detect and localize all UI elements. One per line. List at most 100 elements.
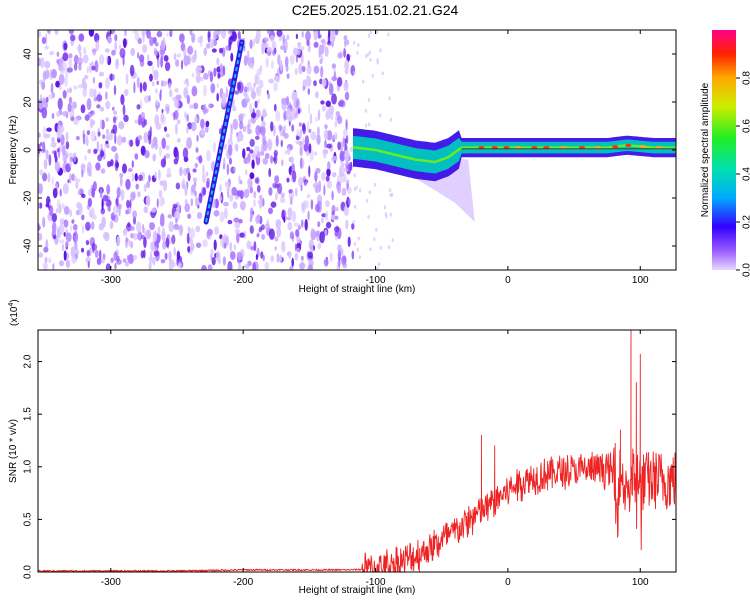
noise-speckle [332, 156, 338, 161]
noise-speckle [72, 224, 78, 231]
noise-speckle [291, 257, 295, 267]
noise-speckle [211, 48, 217, 53]
noise-speckle [167, 214, 173, 219]
noise-speckle [38, 183, 43, 195]
noise-speckle [205, 171, 209, 177]
noise-speckle [301, 65, 306, 73]
noise-speckle [43, 159, 48, 170]
noise-speckle [44, 256, 48, 263]
noise-speckle [322, 38, 326, 49]
noise-speckle [194, 116, 198, 123]
noise-speckle [91, 65, 96, 71]
x-tick-label: -200 [233, 275, 253, 286]
noise-speckle [162, 179, 168, 192]
noise-speckle [232, 201, 238, 209]
noise-speckle [92, 88, 97, 98]
noise-speckle [107, 205, 111, 212]
noise-speckle [86, 66, 89, 74]
noise-speckle [299, 146, 303, 157]
noise-speckle [161, 137, 166, 149]
noise-speckle [347, 198, 352, 206]
noise-speckle [144, 150, 150, 159]
noise-speckle [331, 76, 338, 82]
noise-speckle [44, 100, 48, 109]
noise-speckle [213, 239, 217, 251]
noise-speckle [38, 132, 41, 138]
noise-speckle [304, 135, 310, 147]
noise-speckle [256, 151, 260, 159]
noise-speckle [251, 159, 255, 170]
noise-speckle [295, 33, 298, 40]
noise-speckle [83, 82, 88, 90]
noise-speckle [254, 135, 260, 140]
noise-speckle [223, 242, 227, 249]
noise-speckle [132, 210, 138, 219]
noise-speckle [352, 220, 355, 225]
noise-speckle [104, 91, 108, 100]
noise-speckle [181, 184, 186, 190]
noise-speckle [321, 105, 326, 112]
noise-speckle [175, 218, 178, 224]
noise-speckle [86, 161, 92, 174]
noise-speckle [339, 172, 343, 177]
noise-speckle [343, 35, 348, 41]
noise-speckle [186, 137, 193, 149]
noise-speckle [116, 186, 121, 198]
noise-speckle [68, 96, 73, 105]
noise-speckle [174, 88, 179, 93]
noise-speckle [314, 171, 318, 182]
noise-speckle [331, 204, 336, 214]
noise-speckle [340, 248, 344, 256]
noise-speckle [249, 225, 254, 234]
noise-speckle [166, 167, 171, 175]
noise-speckle [187, 172, 191, 182]
noise-speckle [105, 117, 109, 122]
noise-speckle [196, 67, 203, 72]
noise-speckle [319, 58, 323, 65]
noise-speckle [262, 198, 265, 207]
noise-speckle [321, 78, 327, 88]
noise-speckle [186, 114, 189, 122]
noise-speckle [45, 133, 51, 138]
noise-speckle [177, 119, 181, 125]
noise-speckle [159, 217, 165, 227]
noise-speckle [368, 190, 371, 195]
noise-speckle [244, 86, 248, 93]
noise-speckle [156, 80, 159, 85]
snr-xlabel: Height of straight line (km) [299, 585, 416, 596]
noise-speckle [129, 64, 135, 77]
noise-speckle [182, 147, 189, 159]
noise-speckle [323, 258, 329, 267]
tone-hotspot [503, 146, 510, 150]
noise-speckle [199, 37, 203, 48]
noise-speckle [331, 190, 334, 201]
noise-speckle [305, 30, 311, 42]
noise-speckle [198, 193, 203, 204]
noise-speckle [65, 131, 69, 142]
noise-speckle [244, 97, 251, 103]
noise-speckle [287, 207, 293, 218]
noise-speckle [344, 91, 350, 101]
noise-speckle [379, 245, 382, 250]
noise-speckle [256, 86, 262, 97]
noise-speckle [313, 65, 320, 74]
noise-speckle [202, 187, 207, 196]
noise-speckle [105, 100, 111, 110]
noise-speckle [286, 177, 290, 183]
noise-speckle [364, 123, 368, 128]
noise-speckle [58, 73, 65, 85]
noise-speckle [249, 138, 255, 147]
noise-speckle [184, 203, 190, 213]
noise-speckle [270, 35, 275, 43]
noise-speckle [315, 184, 321, 193]
noise-speckle [317, 109, 321, 121]
noise-speckle [318, 49, 322, 59]
noise-speckle [177, 138, 181, 143]
noise-speckle [285, 215, 288, 221]
noise-speckle [174, 123, 178, 135]
noise-speckle [227, 219, 233, 225]
noise-speckle [281, 159, 284, 167]
noise-speckle [277, 54, 281, 66]
noise-speckle [244, 264, 250, 269]
noise-speckle [294, 243, 297, 251]
